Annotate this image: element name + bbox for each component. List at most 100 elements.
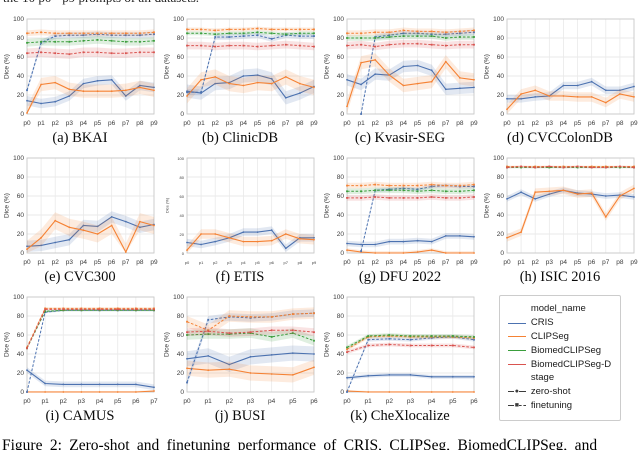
subplot-caption-b: (b) ClinicDB bbox=[201, 130, 279, 146]
svg-text:0: 0 bbox=[500, 250, 504, 257]
chart-camus: 0 20 40 60 80 100 p0 p1 p2 p3 p4 p5 p6 p7 Dice (%) bbox=[1, 291, 159, 407]
svg-text:p6: p6 bbox=[132, 398, 140, 405]
svg-text:p5: p5 bbox=[94, 259, 102, 266]
svg-text:100: 100 bbox=[493, 16, 504, 23]
svg-text:p5: p5 bbox=[449, 398, 457, 405]
legend-item-cris: CRIS bbox=[507, 316, 611, 330]
svg-text:20: 20 bbox=[17, 231, 25, 238]
svg-text:p1: p1 bbox=[197, 120, 205, 127]
svg-text:0: 0 bbox=[20, 389, 24, 396]
svg-text:60: 60 bbox=[17, 193, 25, 200]
svg-text:20: 20 bbox=[497, 231, 505, 238]
svg-text:Dice (%): Dice (%) bbox=[484, 54, 491, 79]
svg-text:20: 20 bbox=[337, 231, 345, 238]
svg-text:p4: p4 bbox=[560, 120, 568, 127]
svg-text:p1: p1 bbox=[42, 398, 50, 405]
svg-text:20: 20 bbox=[337, 370, 345, 377]
svg-text:60: 60 bbox=[337, 332, 345, 339]
svg-text:60: 60 bbox=[497, 54, 505, 61]
svg-text:40: 40 bbox=[17, 351, 25, 358]
svg-text:20: 20 bbox=[497, 92, 505, 99]
svg-text:p1: p1 bbox=[205, 398, 213, 405]
svg-text:p1: p1 bbox=[517, 120, 525, 127]
svg-text:40: 40 bbox=[337, 351, 345, 358]
svg-text:p7: p7 bbox=[442, 259, 450, 266]
svg-text:80: 80 bbox=[17, 313, 25, 320]
svg-text:80: 80 bbox=[180, 175, 185, 180]
svg-text:p2: p2 bbox=[212, 120, 220, 127]
subplot-caption-a: (a) BKAI bbox=[52, 130, 108, 146]
svg-text:p2: p2 bbox=[213, 260, 218, 265]
svg-text:60: 60 bbox=[337, 193, 345, 200]
svg-text:p5: p5 bbox=[255, 260, 260, 265]
svg-text:p0: p0 bbox=[503, 259, 511, 266]
svg-text:p9: p9 bbox=[470, 120, 478, 127]
svg-text:p4: p4 bbox=[80, 259, 88, 266]
svg-text:p8: p8 bbox=[456, 120, 464, 127]
svg-text:p4: p4 bbox=[560, 259, 568, 266]
svg-text:80: 80 bbox=[17, 35, 25, 42]
svg-text:p3: p3 bbox=[226, 120, 234, 127]
subplot-caption-k: (k) CheXlocalize bbox=[350, 408, 450, 424]
svg-text:p3: p3 bbox=[407, 398, 415, 405]
subplot-camus: 0 20 40 60 80 100 p0 p1 p2 p3 p4 p5 p6 p7 Dice (%) (i)… bbox=[0, 291, 160, 425]
svg-text:p7: p7 bbox=[284, 260, 289, 265]
subplot-caption-e: (e) CVC300 bbox=[44, 269, 116, 285]
svg-text:80: 80 bbox=[337, 313, 345, 320]
svg-text:80: 80 bbox=[337, 35, 345, 42]
legend-item-biomedclipseg: BiomedCLIPSeg bbox=[507, 344, 611, 358]
svg-text:40: 40 bbox=[17, 212, 25, 219]
svg-text:p9: p9 bbox=[150, 120, 158, 127]
svg-text:p4: p4 bbox=[428, 398, 436, 405]
svg-text:p5: p5 bbox=[414, 259, 422, 266]
svg-text:p6: p6 bbox=[268, 120, 276, 127]
svg-text:p0: p0 bbox=[503, 120, 511, 127]
svg-text:p9: p9 bbox=[630, 120, 638, 127]
svg-text:100: 100 bbox=[13, 155, 24, 162]
svg-text:0: 0 bbox=[20, 111, 24, 118]
svg-text:100: 100 bbox=[13, 16, 24, 23]
svg-text:Dice (%): Dice (%) bbox=[164, 332, 171, 357]
svg-text:p9: p9 bbox=[312, 260, 317, 265]
finetuning-marker-icon: ■ bbox=[514, 402, 519, 410]
subplot-caption-j: (j) BUSI bbox=[214, 408, 266, 424]
svg-text:p5: p5 bbox=[94, 120, 102, 127]
svg-text:p7: p7 bbox=[150, 398, 158, 405]
svg-text:p2: p2 bbox=[60, 398, 68, 405]
chart-chexlocalize: 0 20 40 60 80 100 p0 p1 p2 p3 p4 p5 p6 Dice (%) bbox=[321, 291, 479, 407]
chart-dfu-2022: 0 20 40 60 80 100 p0 p1 p2 p3 p4 p5 p6 p7 p8 p9 Dice (%) bbox=[321, 152, 479, 268]
svg-text:p9: p9 bbox=[150, 259, 158, 266]
svg-text:p0: p0 bbox=[23, 259, 31, 266]
svg-text:0: 0 bbox=[20, 250, 24, 257]
svg-text:80: 80 bbox=[177, 35, 185, 42]
cropped-top-text: the 10 p0 - p9 prompts of all datasets. bbox=[0, 0, 640, 7]
chart-cvc300: 0 20 40 60 80 100 p0 p1 p2 p3 p4 p5 p6 p7 p8 p9 Dice (%) bbox=[1, 152, 159, 268]
svg-text:p8: p8 bbox=[136, 120, 144, 127]
svg-text:20: 20 bbox=[180, 232, 185, 237]
svg-text:p1: p1 bbox=[37, 120, 45, 127]
svg-text:p4: p4 bbox=[80, 120, 88, 127]
svg-text:p1: p1 bbox=[37, 259, 45, 266]
subplot-kvasir-seg: 0 20 40 60 80 100 p0 p1 p2 p3 p4 p5 p6 p7 p8 p9 Dice (%)… bbox=[320, 13, 480, 147]
svg-text:0: 0 bbox=[500, 111, 504, 118]
svg-text:100: 100 bbox=[177, 156, 184, 161]
svg-text:p8: p8 bbox=[296, 120, 304, 127]
svg-text:0: 0 bbox=[182, 251, 185, 256]
legend-item-zero-shot: ● zero-shot bbox=[507, 385, 611, 399]
svg-text:p6: p6 bbox=[470, 398, 478, 405]
svg-text:p9: p9 bbox=[630, 259, 638, 266]
svg-text:Dice (%): Dice (%) bbox=[324, 332, 331, 357]
svg-text:p7: p7 bbox=[122, 120, 130, 127]
svg-text:20: 20 bbox=[17, 92, 25, 99]
svg-text:p3: p3 bbox=[386, 120, 394, 127]
svg-text:40: 40 bbox=[180, 213, 185, 218]
svg-text:100: 100 bbox=[333, 294, 344, 301]
subplot-chexlocalize: 0 20 40 60 80 100 p0 p1 p2 p3 p4 p5 p6 Dice (%) (k) C… bbox=[320, 291, 480, 425]
svg-text:p6: p6 bbox=[108, 120, 116, 127]
svg-text:40: 40 bbox=[497, 73, 505, 80]
svg-text:p8: p8 bbox=[616, 120, 624, 127]
svg-text:p6: p6 bbox=[428, 259, 436, 266]
svg-text:p3: p3 bbox=[546, 259, 554, 266]
svg-text:80: 80 bbox=[177, 313, 185, 320]
